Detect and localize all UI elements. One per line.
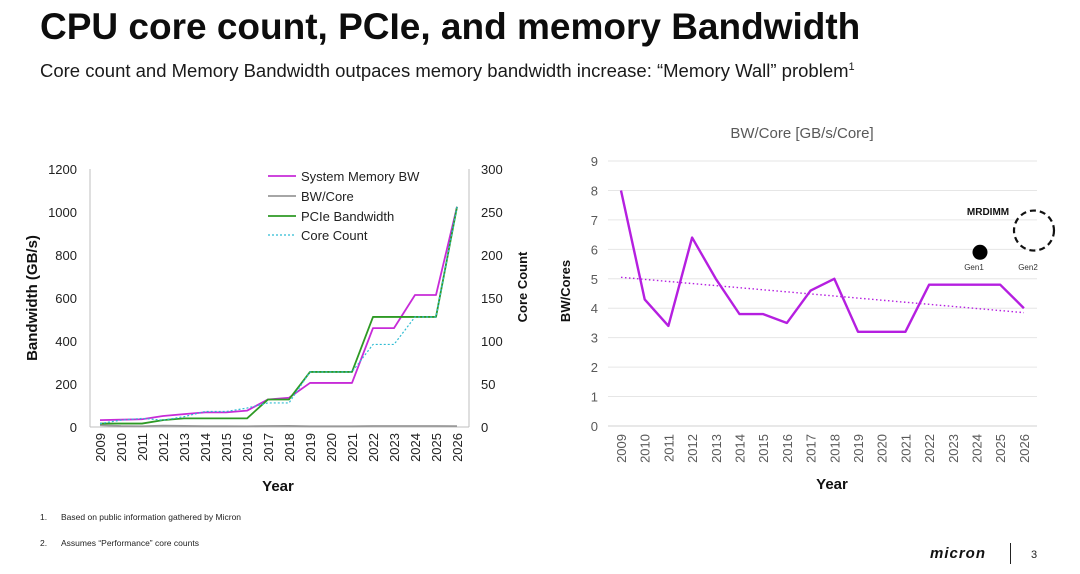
right-y-tick-label: 6 bbox=[591, 242, 598, 257]
left-x-tick-label: 2025 bbox=[429, 433, 444, 462]
legend-label: BW/Core bbox=[301, 189, 354, 204]
right-y-tick-label: 8 bbox=[591, 183, 598, 198]
right-y-tick-label: 100 bbox=[481, 334, 503, 349]
left-x-tick-label: 2023 bbox=[387, 433, 402, 462]
mrdimm-gen2-label: Gen2 bbox=[1018, 263, 1038, 272]
left-x-tick-label: 2011 bbox=[135, 433, 150, 461]
left-y-tick-label: 600 bbox=[55, 291, 77, 306]
left-x-tick-label: 2012 bbox=[156, 433, 171, 462]
bw-core-series-line bbox=[619, 190, 1025, 333]
left-y-tick-label: 1200 bbox=[48, 162, 77, 177]
left-y-tick-label: 0 bbox=[70, 420, 77, 435]
right-x-tick-label: 2026 bbox=[1017, 434, 1032, 463]
left-x-tick-label: 2014 bbox=[198, 433, 213, 462]
right-y-tick-label: 4 bbox=[591, 301, 598, 316]
left-x-tick-label: 2020 bbox=[324, 433, 339, 462]
legend-label: PCIe Bandwidth bbox=[301, 209, 394, 224]
left-x-tick-label: 2010 bbox=[114, 433, 129, 462]
series-line-core-count bbox=[99, 206, 458, 425]
slide-subtitle: Core count and Memory Bandwidth outpaces… bbox=[40, 60, 855, 82]
trendline bbox=[620, 276, 1024, 314]
left-x-tick-label: 2009 bbox=[93, 433, 108, 462]
right-y-tick-label: 150 bbox=[481, 291, 503, 306]
legend-label: System Memory BW bbox=[301, 169, 420, 184]
subtitle-footnote-ref: 1 bbox=[848, 61, 855, 73]
mrdimm-gen1-marker bbox=[972, 244, 988, 260]
right-y-tick-label: 1 bbox=[591, 390, 598, 405]
right-x-tick-label: 2018 bbox=[827, 434, 842, 463]
right-x-tick-label: 2024 bbox=[970, 434, 985, 463]
left-x-tick-label: 2013 bbox=[177, 433, 192, 462]
right-y-tick-label: 9 bbox=[591, 154, 598, 169]
right-x-tick-label: 2010 bbox=[638, 434, 653, 463]
right-y-tick-label: 250 bbox=[481, 205, 503, 220]
right-x-axis-title: Year bbox=[816, 476, 848, 493]
right-x-tick-label: 2017 bbox=[804, 434, 819, 463]
left-y-tick-label: 1000 bbox=[48, 205, 77, 220]
right-x-tick-label: 2014 bbox=[733, 434, 748, 463]
series-line-pcie-bandwidth bbox=[100, 206, 458, 425]
left-x-tick-label: 2019 bbox=[303, 433, 318, 462]
series-line-bw-core bbox=[99, 424, 458, 428]
right-y-tick-label: 0 bbox=[481, 420, 488, 435]
footnote-1: 1. Based on public information gathered b… bbox=[40, 512, 242, 522]
right-y-tick-label: 5 bbox=[591, 272, 598, 287]
left-x-axis-title: Year bbox=[262, 478, 294, 495]
right-x-tick-label: 2025 bbox=[993, 434, 1008, 463]
right-y-tick-label: 50 bbox=[481, 377, 495, 392]
right-x-tick-label: 2023 bbox=[946, 434, 961, 463]
right-x-tick-label: 2011 bbox=[661, 434, 676, 462]
mrdimm-gen2-marker bbox=[1012, 209, 1056, 252]
right-x-tick-label: 2021 bbox=[898, 434, 913, 463]
right-y-tick-label: 3 bbox=[591, 331, 598, 346]
subtitle-text: Core count and Memory Bandwidth outpaces… bbox=[40, 60, 849, 81]
page-number: 3 bbox=[1031, 549, 1038, 561]
micron-logo: micron bbox=[930, 545, 987, 562]
right-y-tick-label: 200 bbox=[481, 248, 503, 263]
right-x-tick-label: 2016 bbox=[780, 434, 795, 463]
logo-divider bbox=[1010, 543, 1011, 564]
left-x-tick-label: 2015 bbox=[219, 433, 234, 462]
left-x-tick-label: 2024 bbox=[408, 433, 423, 462]
slide-title: CPU core count, PCIe, and memory Bandwid… bbox=[40, 6, 861, 47]
left-x-tick-label: 2016 bbox=[240, 433, 255, 462]
right-y-axis-title: BW/Cores bbox=[558, 260, 573, 322]
left-y-axis-title: Bandwidth (GB/s) bbox=[24, 235, 41, 361]
right-x-tick-label: 2022 bbox=[922, 434, 937, 463]
mrdimm-gen1-label: Gen1 bbox=[964, 263, 984, 272]
footnote-2: 2. Assumes “Performance” core counts bbox=[40, 538, 199, 548]
left-y-tick-label: 200 bbox=[55, 377, 77, 392]
right-x-tick-label: 2012 bbox=[685, 434, 700, 463]
left-y-tick-label: 800 bbox=[55, 248, 77, 263]
right-y-tick-label: 7 bbox=[591, 213, 598, 228]
right-y-tick-label: 2 bbox=[591, 360, 598, 375]
right-y-axis-title: Core Count bbox=[515, 251, 530, 322]
right-x-tick-label: 2020 bbox=[875, 434, 890, 463]
right-y-tick-label: 300 bbox=[481, 162, 503, 177]
left-x-tick-label: 2017 bbox=[261, 433, 276, 462]
right-x-tick-label: 2013 bbox=[709, 434, 724, 463]
left-x-tick-label: 2021 bbox=[345, 433, 360, 462]
right-x-tick-label: 2009 bbox=[614, 434, 629, 463]
right-y-tick-label: 0 bbox=[591, 419, 598, 434]
right-chart-title: BW/Core [GB/s/Core] bbox=[730, 125, 873, 142]
right-x-tick-label: 2019 bbox=[851, 434, 866, 463]
series-line-system-memory-bw bbox=[99, 206, 458, 422]
legend-label: Core Count bbox=[301, 228, 368, 243]
left-y-tick-label: 400 bbox=[55, 334, 77, 349]
right-x-tick-label: 2015 bbox=[756, 434, 771, 463]
mrdimm-label: MRDIMM bbox=[967, 207, 1009, 218]
left-x-tick-label: 2026 bbox=[450, 433, 465, 462]
left-x-tick-label: 2018 bbox=[282, 433, 297, 462]
left-x-tick-label: 2022 bbox=[366, 433, 381, 462]
